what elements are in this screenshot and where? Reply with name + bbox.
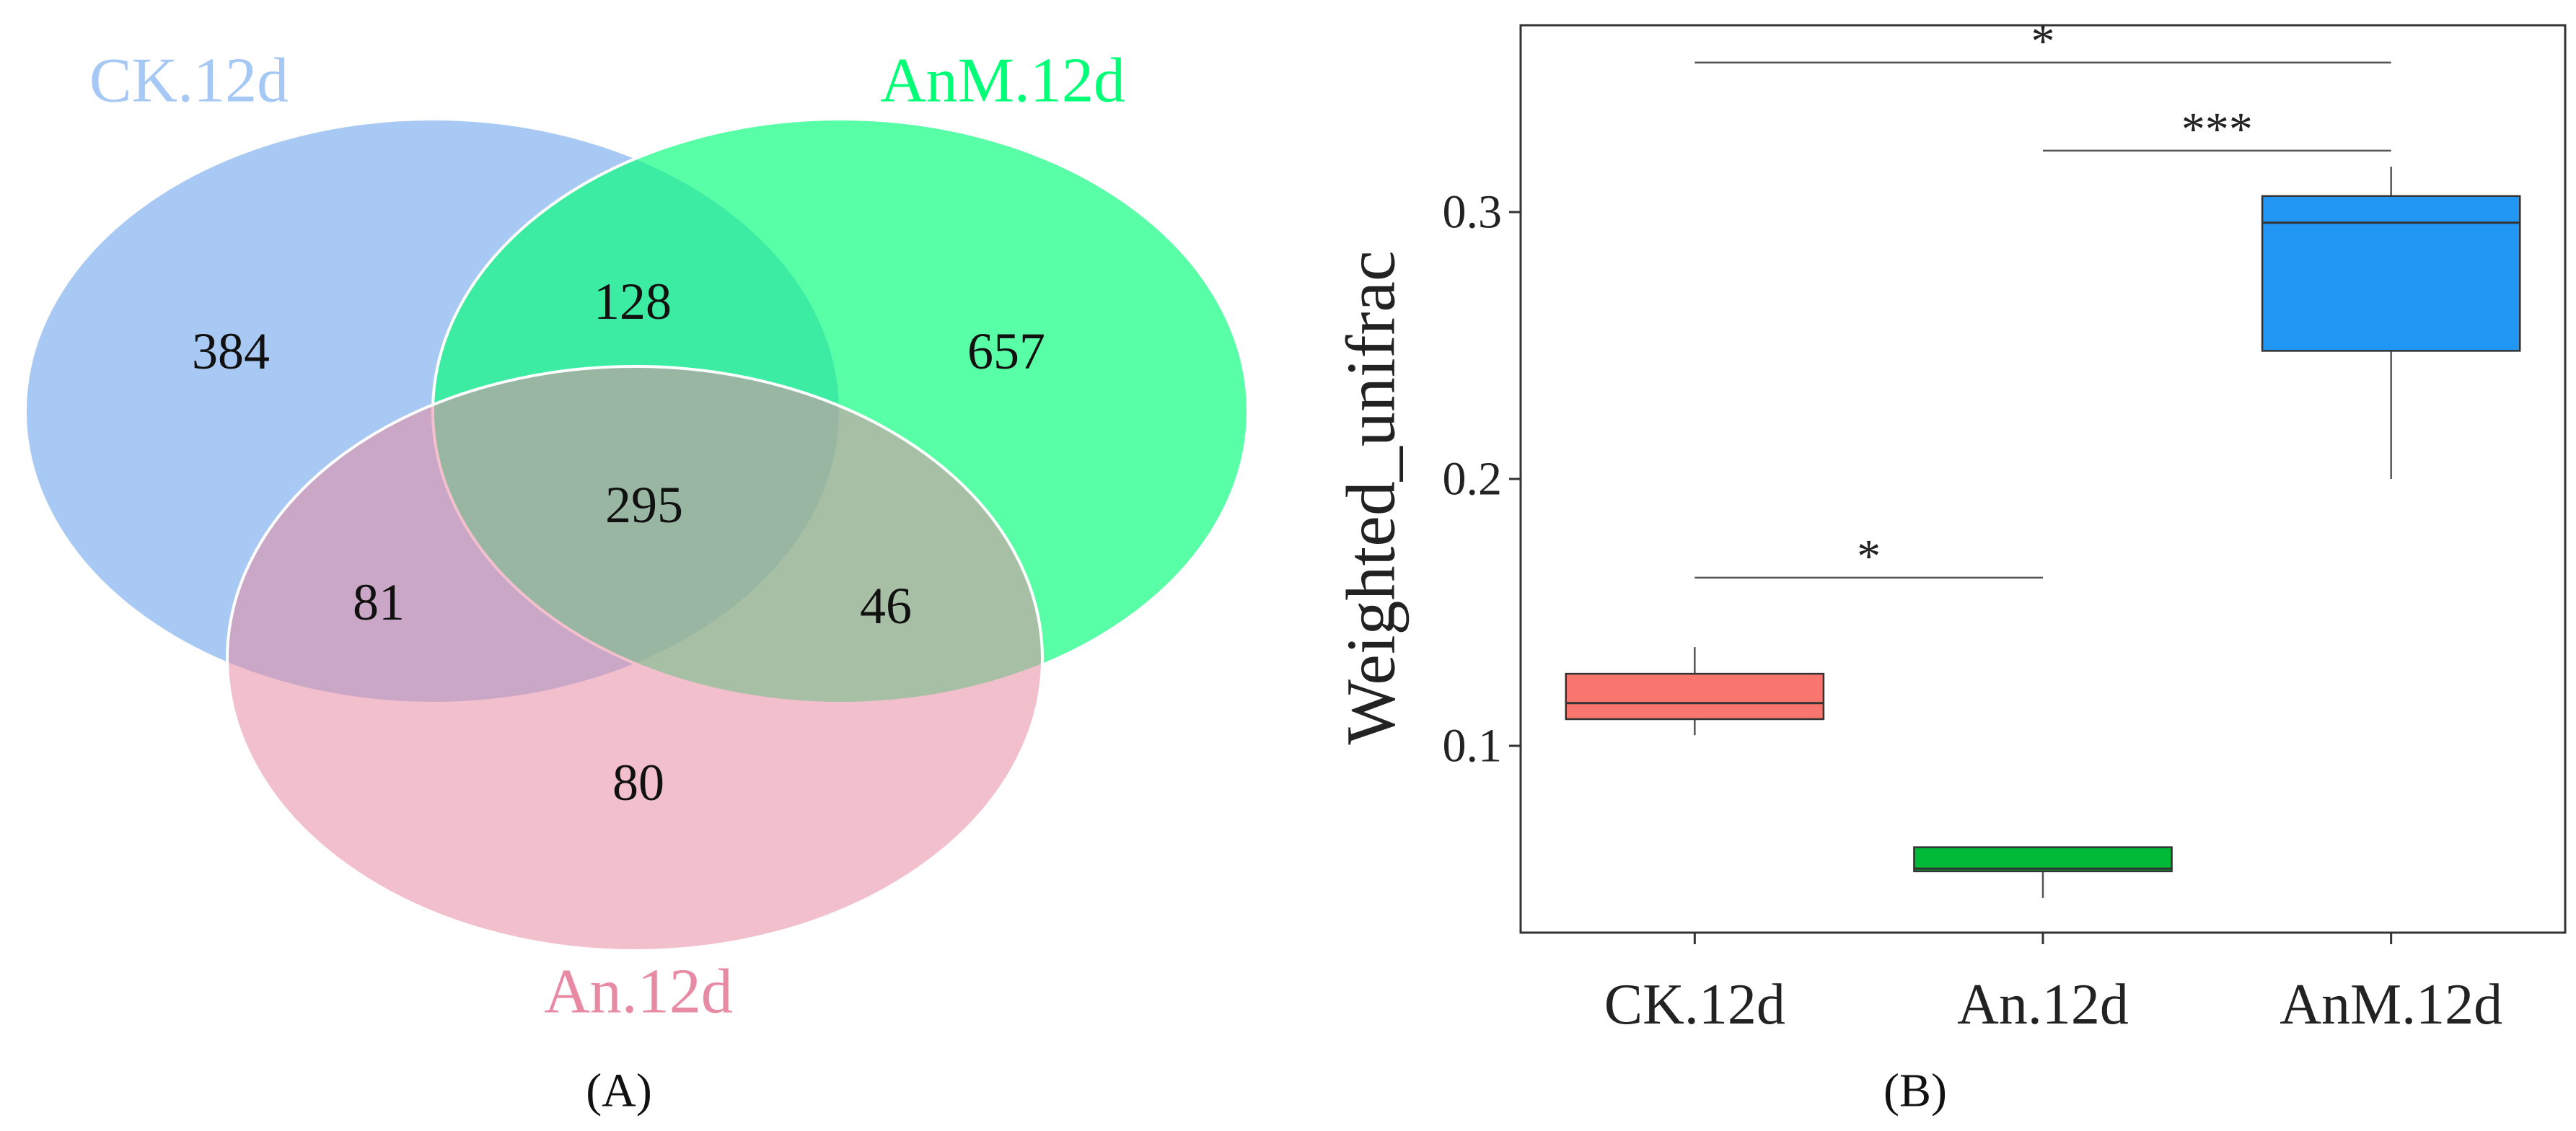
y-tick-label: 0.2: [1443, 453, 1503, 506]
axes-layer: 0.1 0.2 0.3 CK.12d An.12d AnM.12d: [1443, 186, 2503, 1037]
venn-count-ck-an: 81: [353, 573, 405, 631]
venn-circle-an: [226, 365, 1044, 952]
box-ck-12d: [1565, 672, 1825, 721]
venn-diagram: CK.12d AnM.12d An.12d 384 657 80 128 81 …: [24, 46, 1249, 1117]
y-tick-label: 0.3: [1443, 186, 1503, 239]
panel-label-a: (A): [586, 1065, 652, 1117]
venn-count-ck-only: 384: [192, 322, 270, 380]
venn-count-an-only: 80: [612, 754, 664, 811]
significance-layer: *****: [1694, 15, 2391, 583]
significance-label: ***: [2181, 103, 2253, 156]
x-category-label: CK.12d: [1604, 973, 1785, 1037]
x-category-label: An.12d: [1957, 973, 2129, 1037]
boxes-layer: [1565, 167, 2521, 898]
box-an-12d: [1913, 846, 2173, 873]
significance-label: *: [2031, 15, 2055, 68]
venn-count-anm-an: 46: [860, 577, 912, 635]
plot-frame: [1519, 24, 2567, 934]
venn-count-all: 295: [605, 476, 683, 534]
venn-label-an: An.12d: [544, 957, 733, 1027]
box-anm-12d: [2261, 195, 2521, 352]
venn-count-anm-only: 657: [967, 322, 1045, 380]
y-tick-label: 0.1: [1443, 720, 1503, 773]
venn-count-ck-anm: 128: [594, 273, 672, 330]
boxplot: ***** 0.10.20.3CK.12d An.12d AnM.12d Weigh…: [1332, 15, 2567, 1117]
significance-label: *: [1857, 530, 1881, 583]
x-category-label: AnM.12d: [2280, 973, 2502, 1037]
panel-label-b: (B): [1883, 1065, 1947, 1117]
y-axis-title: Weighted_unifrac: [1332, 250, 1410, 744]
venn-label-ck: CK.12d: [89, 46, 289, 116]
venn-label-anm: AnM.12d: [880, 46, 1125, 116]
